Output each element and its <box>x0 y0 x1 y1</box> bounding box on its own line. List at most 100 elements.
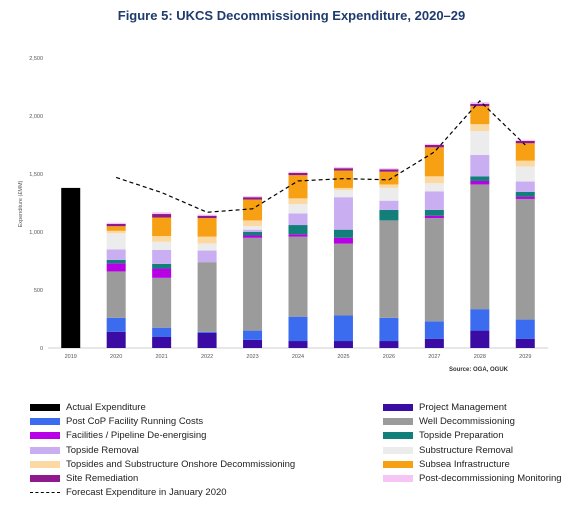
bar-segment <box>106 263 126 272</box>
legend-label: Project Management <box>419 402 507 413</box>
bar-segment <box>424 183 444 192</box>
legend-item: Facilities / Pipeline De-energising <box>30 429 206 442</box>
bar-segment <box>197 332 217 348</box>
bar-segment <box>515 338 535 348</box>
bar-segment <box>470 330 490 348</box>
forecast-line <box>115 100 526 213</box>
bars <box>61 102 535 348</box>
bar-segment <box>470 309 490 331</box>
legend-label: Topside Preparation <box>419 430 504 442</box>
legend-label: Post-decommissioning Monitoring <box>419 473 562 484</box>
bar-segment <box>470 131 490 155</box>
bar-segment <box>515 198 535 320</box>
bar-segment <box>152 214 172 218</box>
bar-segment <box>379 341 399 348</box>
bar-segment <box>243 235 263 238</box>
bar-segment <box>470 180 490 185</box>
bar-segment <box>197 243 217 251</box>
bar-segment <box>424 176 444 184</box>
bar-segment <box>470 124 490 132</box>
legend-swatch <box>383 418 413 426</box>
legend-item: Substructure Removal <box>383 444 513 457</box>
figure-title: Figure 5: UKCS Decommissioning Expenditu… <box>117 8 466 23</box>
forecast-series-line <box>115 100 526 213</box>
x-tick-label: 2024 <box>292 354 304 360</box>
bar-segment <box>152 249 172 264</box>
bar-segment <box>379 169 399 172</box>
x-axis: 2019 2020 2021 2022 2023 2024 2025 2026 2027 2028… <box>65 354 532 360</box>
bar-segment <box>515 319 535 339</box>
bar-segment <box>333 167 353 169</box>
bar-segment <box>152 336 172 348</box>
bar-segment <box>152 241 172 250</box>
bar-segment <box>152 327 172 337</box>
legend-item: Project Management <box>383 401 507 414</box>
legend-item: Subsea Infrastructure <box>383 458 510 471</box>
legend-item: Topside Preparation <box>383 429 504 442</box>
legend-swatch <box>383 460 413 468</box>
legend-swatch <box>30 475 60 482</box>
bar-segment <box>379 200 399 210</box>
bar-segment <box>333 243 353 316</box>
y-tick-label: 0 <box>40 346 43 352</box>
legend-swatch <box>30 446 60 454</box>
legend-dashed-line <box>30 492 60 494</box>
bar-segment <box>197 214 217 216</box>
bar-segment <box>333 190 353 198</box>
bar-segment <box>288 198 308 205</box>
bar-segment <box>424 145 444 148</box>
bar-segment <box>106 331 126 348</box>
legend-label: Well Decommissioning <box>419 416 515 428</box>
bar-segment <box>379 187 399 201</box>
bar-segment <box>515 196 535 199</box>
legend-item: Well Decommissioning <box>383 415 515 428</box>
bar-segment <box>379 184 399 188</box>
bar-segment <box>515 181 535 192</box>
legend-item: Actual Expenditure <box>30 401 146 414</box>
bar-segment <box>152 217 172 237</box>
bar-segment <box>152 263 172 269</box>
x-tick-label: 2025 <box>337 354 349 360</box>
x-tick-label: 2023 <box>246 354 258 360</box>
legend-item: Post CoP Facility Running Costs <box>30 415 203 428</box>
legend-swatch <box>383 475 413 482</box>
bar-segment <box>424 218 444 322</box>
bar-segment <box>288 171 308 173</box>
bar-segment <box>197 250 217 263</box>
bar-segment <box>106 233 126 250</box>
bar-segment <box>424 215 444 219</box>
bar-segment <box>197 262 217 332</box>
legend-swatch <box>30 404 60 411</box>
bar-segment <box>106 222 126 224</box>
bar-segment <box>379 209 399 221</box>
bar-segment <box>515 143 535 161</box>
legend: Actual Expenditure Post CoP Facility Runn… <box>0 398 583 507</box>
bar-segment <box>243 237 263 331</box>
x-tick-label: 2020 <box>110 354 122 360</box>
bar-segment <box>152 277 172 328</box>
bar-segment <box>243 339 263 348</box>
bar-segment <box>243 226 263 230</box>
legend-swatch <box>30 460 60 468</box>
bar-segment <box>333 187 353 191</box>
bar-segment <box>243 220 263 227</box>
bar-segment <box>424 143 444 145</box>
legend-label: Facilities / Pipeline De-energising <box>66 430 207 442</box>
bar-segment <box>106 223 126 227</box>
bar-segment <box>470 176 490 181</box>
bar-segment <box>106 226 126 231</box>
bar-segment <box>379 168 399 170</box>
legend-label: Substructure Removal <box>419 444 513 456</box>
bar-segment <box>470 103 490 107</box>
x-tick-label: 2026 <box>383 354 395 360</box>
bar-segment <box>152 212 172 215</box>
bar-segment <box>333 197 353 230</box>
x-tick-label: 2027 <box>428 354 440 360</box>
bar-segment <box>515 140 535 144</box>
bar-segment <box>515 160 535 167</box>
bar-segment <box>288 225 308 235</box>
bar-segment <box>333 315 353 342</box>
legend-label: Site Remediation <box>66 473 139 484</box>
source-note: Source: OGA, OGUK <box>449 367 509 373</box>
bar-segment <box>243 232 263 236</box>
